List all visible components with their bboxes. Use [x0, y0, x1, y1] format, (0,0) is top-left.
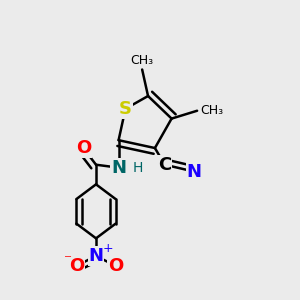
Text: O: O [108, 257, 123, 275]
Text: H: H [133, 161, 143, 175]
Text: CH₃: CH₃ [130, 54, 154, 67]
Text: CH₃: CH₃ [200, 104, 223, 117]
Text: O: O [76, 139, 91, 157]
Text: N: N [88, 247, 104, 265]
Text: O: O [69, 257, 84, 275]
Text: +: + [103, 242, 113, 255]
Text: ⁻: ⁻ [64, 252, 72, 267]
Text: N: N [111, 159, 126, 177]
Text: C: C [158, 156, 171, 174]
Text: N: N [187, 163, 202, 181]
Text: S: S [119, 100, 132, 118]
